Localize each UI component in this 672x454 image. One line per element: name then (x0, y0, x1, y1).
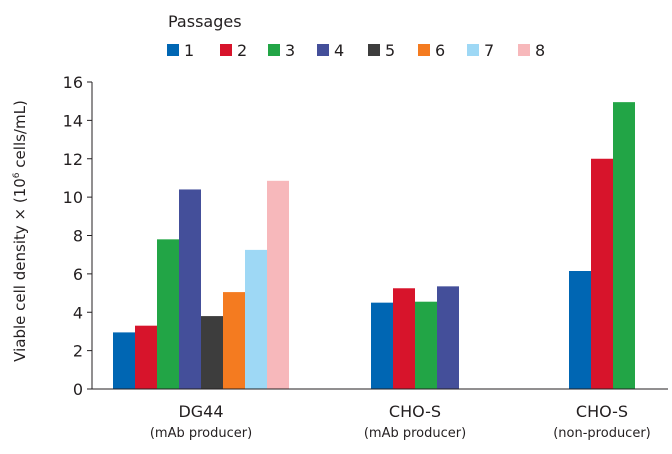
legend-label-1: 1 (184, 41, 194, 60)
y-axis-label: Viable cell density × (106 cells/mL) (11, 100, 29, 362)
bar-1-passage-8 (267, 180, 289, 389)
legend-swatch-7 (467, 44, 479, 56)
legend-swatch-6 (418, 44, 430, 56)
y-tick-label: 4 (73, 303, 83, 322)
y-tick-label: 10 (63, 188, 83, 207)
y-tick-label: 12 (63, 150, 83, 169)
bar-3-passage-1 (569, 270, 591, 389)
legend-label-8: 8 (535, 41, 545, 60)
bar-1-passage-5 (201, 316, 223, 389)
y-tick-label: 14 (63, 111, 83, 130)
x-category-label: DG44 (178, 402, 223, 421)
bar-3-passage-3 (613, 102, 635, 389)
x-category-label: CHO-S (389, 402, 441, 421)
bar-1-passage-3 (157, 239, 179, 389)
legend-label-2: 2 (237, 41, 247, 60)
legend-label-7: 7 (484, 41, 494, 60)
legend: 1 2 3 4 5 6 7 8 (167, 41, 545, 60)
bar-3-passage-2 (591, 158, 613, 389)
bar-1-passage-6 (223, 292, 245, 389)
legend-swatch-4 (317, 44, 329, 56)
bar-2-passage-3 (415, 301, 437, 389)
legend-swatch-1 (167, 44, 179, 56)
y-tick-label: 0 (73, 380, 83, 399)
bar-1-passage-1 (113, 332, 135, 389)
legend-label-4: 4 (334, 41, 344, 60)
y-axis-label-tail: cells/mL) (11, 100, 29, 172)
legend-swatch-3 (268, 44, 280, 56)
y-tick-label: 6 (73, 265, 83, 284)
y-axis-label-superscript: 6 (12, 172, 22, 178)
x-category-sublabel: (mAb producer) (364, 426, 466, 441)
bar-2-passage-1 (371, 302, 393, 389)
bars (113, 102, 635, 389)
legend-swatch-5 (368, 44, 380, 56)
legend-swatch-8 (518, 44, 530, 56)
y-axis: 0 2 4 6 8 10 12 14 16 (63, 73, 93, 399)
y-tick-label: 8 (73, 227, 83, 246)
x-category-label: CHO-S (576, 402, 628, 421)
bar-1-passage-4 (179, 189, 201, 389)
bar-1-passage-7 (245, 249, 267, 389)
legend-label-5: 5 (385, 41, 395, 60)
legend-label-6: 6 (435, 41, 445, 60)
y-axis-label-main: Viable cell density × (10 (11, 178, 29, 362)
legend-title: Passages (168, 12, 242, 31)
y-tick-label: 2 (73, 342, 83, 361)
x-category-sublabel: (mAb producer) (150, 426, 252, 441)
y-tick-label: 16 (63, 73, 83, 92)
x-category-sublabel: (non-producer) (553, 426, 651, 441)
bar-1-passage-2 (135, 325, 157, 389)
legend-label-3: 3 (285, 41, 295, 60)
bar-2-passage-4 (437, 286, 459, 389)
bar-2-passage-2 (393, 288, 415, 389)
legend-swatch-2 (220, 44, 232, 56)
x-axis: DG44 (mAb producer) CHO-S (mAb producer) CHO… (92, 388, 668, 441)
